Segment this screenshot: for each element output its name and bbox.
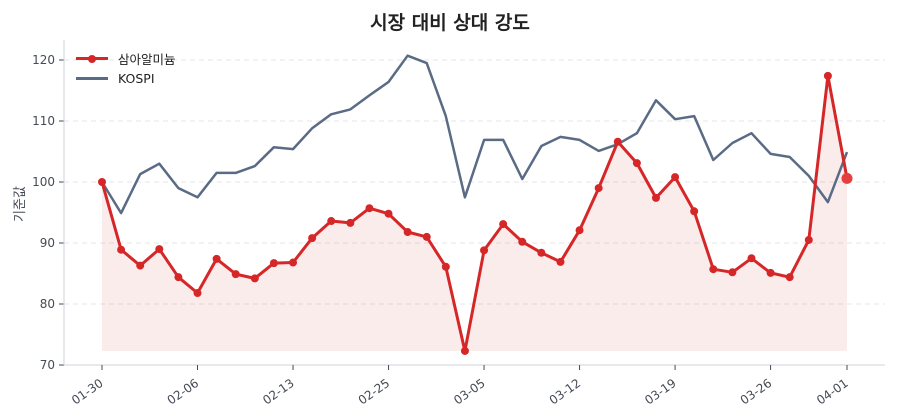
data-point-marker xyxy=(785,273,794,282)
legend-line-icon xyxy=(74,71,110,85)
data-point-marker xyxy=(98,178,106,186)
data-point-marker xyxy=(155,245,164,254)
data-point-marker xyxy=(174,273,183,282)
data-point-marker xyxy=(823,71,832,80)
data-point-marker xyxy=(346,218,355,227)
y-tick-label: 100 xyxy=(32,175,55,189)
data-point-marker xyxy=(766,268,775,277)
data-point-marker xyxy=(308,234,317,243)
legend: 삼아알미늄 KOSPI xyxy=(74,48,176,88)
data-point-marker xyxy=(212,254,221,263)
data-point-marker xyxy=(594,184,603,193)
data-point-marker xyxy=(422,232,431,241)
x-tick-label: 04-01 xyxy=(814,376,851,407)
data-point-marker xyxy=(671,173,680,182)
x-tick-label: 02-06 xyxy=(165,376,202,407)
data-point-marker xyxy=(403,228,412,237)
series-lines xyxy=(100,54,849,353)
y-tick-label: 120 xyxy=(32,53,55,67)
legend-line-marker-icon xyxy=(74,51,110,65)
x-tick-label: 03-26 xyxy=(738,376,775,407)
data-point-marker xyxy=(613,137,622,146)
data-point-marker xyxy=(499,220,508,229)
data-point-marker xyxy=(709,265,718,274)
y-tick-label: 110 xyxy=(32,114,55,128)
data-point-marker xyxy=(556,257,565,266)
data-point-marker xyxy=(384,209,393,218)
data-point-marker xyxy=(117,245,126,254)
data-point-marker xyxy=(480,246,489,255)
series-markers xyxy=(98,71,853,355)
data-point-marker xyxy=(651,193,660,202)
stock-fill-area xyxy=(102,75,847,351)
data-point-marker xyxy=(327,217,336,226)
x-tick-label: 03-19 xyxy=(642,376,679,407)
stock-line xyxy=(100,74,849,353)
data-point-marker xyxy=(575,226,584,235)
data-point-marker xyxy=(441,262,450,271)
data-point-marker xyxy=(728,268,737,277)
data-point-marker xyxy=(518,237,527,246)
axes: 70 80 90 100 110 120 01-30 02-06 02-13 02-25 03-05… xyxy=(32,40,885,407)
data-point-marker xyxy=(365,204,374,213)
legend-item-stock: 삼아알미늄 xyxy=(74,48,176,68)
stock-area-fill xyxy=(102,75,847,351)
x-tick-label: 03-12 xyxy=(547,376,584,407)
data-point-marker xyxy=(193,289,202,298)
data-point-marker xyxy=(250,274,259,283)
x-tick-label: 01-30 xyxy=(69,376,106,407)
data-point-marker xyxy=(136,261,145,270)
legend-item-kospi: KOSPI xyxy=(74,68,176,88)
x-tick-label: 03-05 xyxy=(451,376,488,407)
data-point-marker xyxy=(289,258,298,267)
data-point-marker xyxy=(804,235,813,244)
data-point-marker xyxy=(460,346,469,355)
data-point-marker xyxy=(690,207,699,216)
latest-point-marker xyxy=(841,172,853,184)
y-axis-label: 기준값 xyxy=(13,186,28,222)
data-point-marker xyxy=(269,259,278,268)
kospi-line xyxy=(100,54,849,215)
y-tick-label: 80 xyxy=(40,297,55,311)
chart-title: 시장 대비 상대 강도 xyxy=(370,12,530,34)
data-point-marker xyxy=(632,159,641,168)
data-point-marker xyxy=(747,254,756,263)
data-point-marker xyxy=(537,248,546,257)
legend-label-stock: 삼아알미늄 xyxy=(118,51,176,67)
y-tick-label: 90 xyxy=(40,236,55,250)
legend-label-kospi: KOSPI xyxy=(118,70,155,86)
x-tick-label: 02-25 xyxy=(356,376,393,407)
y-tick-label: 70 xyxy=(40,358,55,372)
x-tick-label: 02-13 xyxy=(260,376,297,407)
data-point-marker xyxy=(231,270,240,279)
